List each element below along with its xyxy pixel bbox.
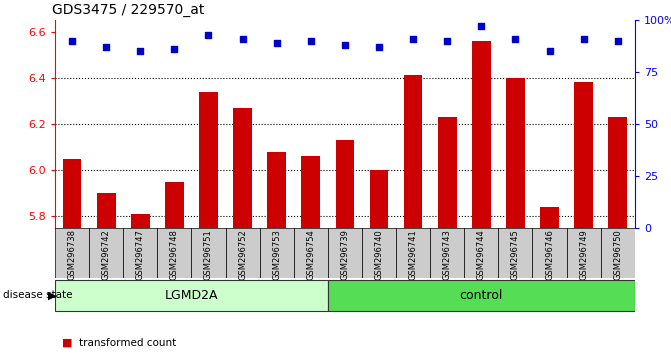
Bar — [199, 92, 218, 228]
Point — [510, 36, 521, 41]
Bar — [370, 170, 389, 228]
Text: ■: ■ — [62, 338, 72, 348]
Bar — [464, 228, 499, 278]
Bar — [472, 41, 491, 228]
Bar — [437, 117, 456, 228]
Point — [613, 38, 623, 44]
Point — [101, 44, 111, 50]
Text: disease state: disease state — [3, 291, 73, 301]
Point — [169, 46, 180, 52]
Text: GSM296739: GSM296739 — [340, 229, 350, 280]
Bar — [55, 280, 328, 311]
Bar — [234, 108, 252, 228]
Bar — [157, 228, 191, 278]
Bar — [328, 228, 362, 278]
Bar — [301, 156, 320, 228]
Point — [238, 36, 248, 41]
Bar — [55, 228, 89, 278]
Text: GSM296750: GSM296750 — [613, 229, 622, 280]
Text: GSM296753: GSM296753 — [272, 229, 281, 280]
Text: control: control — [460, 289, 503, 302]
Bar — [328, 280, 635, 311]
Point — [271, 40, 282, 46]
Bar — [362, 228, 396, 278]
Point — [203, 32, 214, 38]
Point — [374, 44, 384, 50]
Point — [66, 38, 77, 44]
Text: GSM296740: GSM296740 — [374, 229, 384, 280]
Point — [476, 23, 486, 29]
Text: GDS3475 / 229570_at: GDS3475 / 229570_at — [52, 3, 205, 17]
Point — [578, 36, 589, 41]
Bar — [123, 228, 157, 278]
Text: GSM296751: GSM296751 — [204, 229, 213, 280]
Bar — [165, 182, 184, 228]
Bar — [260, 228, 294, 278]
Text: GSM296738: GSM296738 — [68, 229, 76, 280]
Text: GSM296746: GSM296746 — [545, 229, 554, 280]
Bar — [499, 228, 533, 278]
Text: GSM296744: GSM296744 — [477, 229, 486, 280]
Text: GSM296745: GSM296745 — [511, 229, 520, 280]
Text: GSM296749: GSM296749 — [579, 229, 588, 280]
Point — [340, 42, 350, 48]
Text: LGMD2A: LGMD2A — [164, 289, 218, 302]
Bar — [131, 214, 150, 228]
Bar — [294, 228, 328, 278]
Text: GSM296747: GSM296747 — [136, 229, 145, 280]
Text: transformed count: transformed count — [79, 338, 176, 348]
Point — [135, 48, 146, 54]
Bar — [396, 228, 430, 278]
Text: GSM296742: GSM296742 — [102, 229, 111, 280]
Point — [305, 38, 316, 44]
Bar — [506, 78, 525, 228]
Point — [442, 38, 452, 44]
Text: ▶: ▶ — [48, 291, 57, 301]
Bar — [191, 228, 225, 278]
Bar — [574, 82, 593, 228]
Bar — [404, 75, 423, 228]
Text: GSM296752: GSM296752 — [238, 229, 247, 280]
Bar — [609, 117, 627, 228]
Bar — [601, 228, 635, 278]
Bar — [533, 228, 566, 278]
Text: GSM296743: GSM296743 — [443, 229, 452, 280]
Bar — [267, 152, 286, 228]
Bar — [430, 228, 464, 278]
Point — [544, 48, 555, 54]
Point — [408, 36, 419, 41]
Bar — [540, 207, 559, 228]
Text: GSM296741: GSM296741 — [409, 229, 417, 280]
Bar — [225, 228, 260, 278]
Bar — [89, 228, 123, 278]
Bar — [336, 140, 354, 228]
Bar — [97, 193, 115, 228]
Bar — [62, 159, 81, 228]
Text: GSM296748: GSM296748 — [170, 229, 179, 280]
Text: GSM296754: GSM296754 — [306, 229, 315, 280]
Bar — [566, 228, 601, 278]
